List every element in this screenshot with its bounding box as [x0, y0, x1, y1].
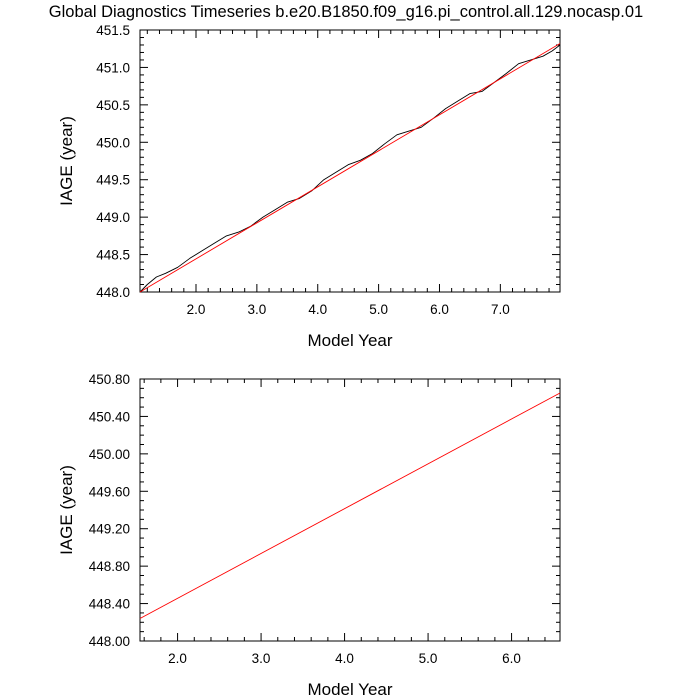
- y-tick-label: 450.5: [96, 98, 130, 113]
- top-plot-frame: [139, 29, 561, 293]
- y-tick-label: 448.00: [89, 634, 130, 649]
- y-tick-label: 448.80: [89, 559, 130, 574]
- top-tick-labels: 2.0 3.0 4.0 5.0 6.0 7.0 448.0 448.5 449.0 449.5 45…: [96, 23, 510, 317]
- bottom-series: [139, 392, 561, 619]
- x-tick-label: 2.0: [168, 651, 187, 666]
- y-tick-label: 450.80: [89, 372, 130, 387]
- x-tick-label: 5.0: [419, 651, 438, 666]
- y-tick-label: 449.0: [96, 210, 130, 225]
- y-tick-label: 450.00: [89, 447, 130, 462]
- x-tick-label: 5.0: [369, 302, 388, 317]
- x-tick-label: 6.0: [430, 302, 449, 317]
- y-tick-label: 451.5: [96, 23, 130, 38]
- x-tick-label: 3.0: [247, 302, 266, 317]
- chart-title: Global Diagnostics Timeseries b.e20.B185…: [49, 3, 643, 21]
- top-x-axis-label: Model Year: [307, 331, 392, 350]
- y-tick-label: 451.0: [96, 60, 130, 75]
- x-tick-label: 6.0: [502, 651, 521, 666]
- x-tick-label: 3.0: [252, 651, 271, 666]
- bottom-plot-frame: [139, 378, 561, 642]
- y-tick-label: 449.5: [96, 173, 130, 188]
- y-tick-label: 450.40: [89, 409, 130, 424]
- top-ticks: [140, 29, 560, 293]
- bottom-tick-labels: 2.0 3.0 4.0 5.0 6.0 448.00 448.40 448.80 449.20 4…: [89, 372, 521, 666]
- bottom-x-axis-label: Model Year: [307, 680, 392, 699]
- top-y-axis-label: IAGE (year): [57, 116, 76, 206]
- bottom-y-axis-label: IAGE (year): [57, 465, 76, 555]
- trend-line: [139, 43, 561, 293]
- top-series: [139, 43, 561, 293]
- y-tick-label: 449.20: [89, 522, 130, 537]
- x-tick-label: 4.0: [335, 651, 354, 666]
- y-tick-label: 448.5: [96, 248, 130, 263]
- top-chart: 2.0 3.0 4.0 5.0 6.0 7.0 448.0 448.5 449.0 449.5 45…: [57, 23, 561, 350]
- x-tick-label: 4.0: [308, 302, 327, 317]
- bottom-chart: 2.0 3.0 4.0 5.0 6.0 448.00 448.40 448.80 449.20 4…: [57, 372, 561, 699]
- y-tick-label: 448.0: [96, 285, 130, 300]
- y-tick-label: 449.60: [89, 484, 130, 499]
- y-tick-label: 448.40: [89, 597, 130, 612]
- x-tick-label: 2.0: [187, 302, 206, 317]
- x-tick-label: 7.0: [491, 302, 510, 317]
- y-tick-label: 450.0: [96, 135, 130, 150]
- trend-line: [139, 392, 561, 619]
- bottom-ticks: [140, 378, 560, 642]
